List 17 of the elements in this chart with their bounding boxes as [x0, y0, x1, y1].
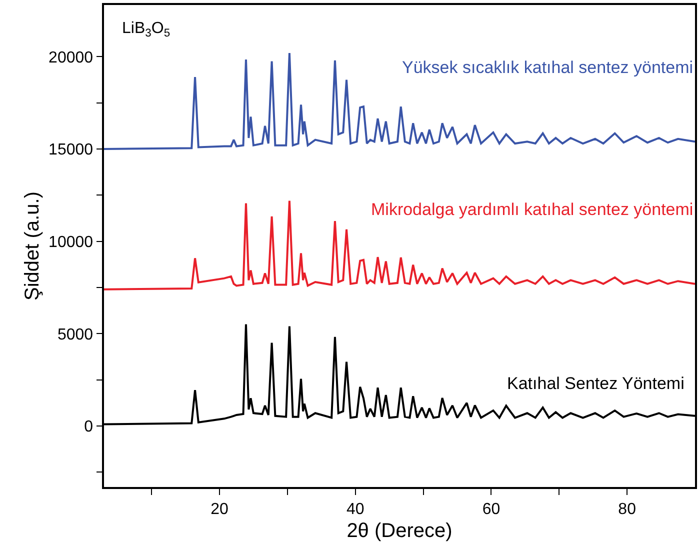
y-tick-label: 0: [84, 418, 94, 436]
series-label: Katıhal Sentez Yöntemi: [507, 374, 684, 393]
series-label: Yüksek sıcaklık katıhal sentez yöntemi: [402, 58, 694, 77]
y-tick-label: 10000: [48, 234, 94, 251]
series-label: Mikrodalga yardımlı katıhal sentez yöntemi: [371, 200, 694, 219]
y-axis-title: Şiddet (a.u.): [22, 192, 44, 300]
x-tick-label: 20: [210, 500, 228, 518]
x-tick-label: 80: [618, 500, 636, 518]
y-tick-label: 15000: [48, 142, 94, 159]
annotation: LiB$_{3}$O$_{5}$: [122, 20, 170, 40]
line-series: [104, 52, 695, 150]
line-series: [104, 200, 695, 290]
x-axis-title: 2θ (Derece): [346, 520, 452, 542]
y-tick-label: 5000: [57, 326, 94, 344]
y-tick-label: 20000: [48, 49, 94, 66]
x-tick-label: 60: [482, 500, 500, 518]
x-tick-label: 40: [346, 500, 364, 518]
